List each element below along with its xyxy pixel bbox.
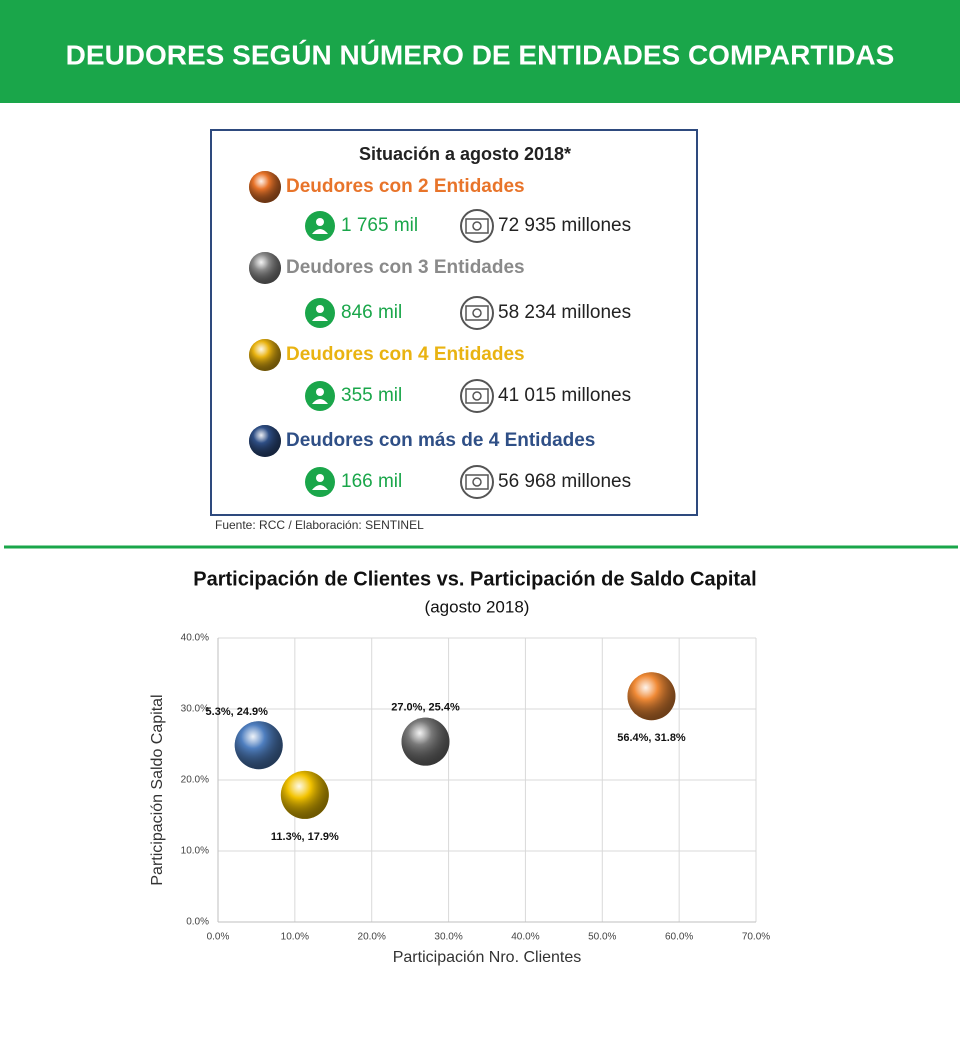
group-sphere [249,339,281,371]
y-tick-label: 30.0% [181,704,209,715]
x-tick-label: 70.0% [742,932,770,943]
client-icon-body [312,399,328,404]
group-label: Deudores con más de 4 Entidades [286,430,595,451]
group-label: Deudores con 2 Entidades [286,176,525,197]
x-tick-label: 30.0% [434,932,462,943]
group-label: Deudores con 4 Entidades [286,344,525,365]
money-icon-coin [472,477,482,487]
client-icon-body [312,316,328,321]
amount: 56 968 millones [498,471,631,492]
group-sphere [249,425,281,457]
chart-title: Participación de Clientes vs. Participac… [193,568,757,590]
point [280,770,329,819]
point [234,721,283,770]
y-tick-label: 20.0% [181,775,209,786]
point [401,717,450,766]
header-bar [0,0,960,103]
header-title: DEUDORES SEGÚN NÚMERO DE ENTIDADES COMPA… [66,39,895,70]
amount: 72 935 millones [498,215,631,236]
client-count: 355 mil [341,385,402,406]
data-label: 56.4%, 31.8% [617,732,686,744]
x-axis-label: Participación Nro. Clientes [393,949,582,966]
client-icon-head [316,474,324,482]
money-icon [460,296,494,330]
money-icon [460,379,494,413]
client-icon-head [316,305,324,313]
y-tick-label: 40.0% [181,633,209,644]
source: Fuente: RCC / Elaboración: SENTINEL [215,518,424,532]
point [627,672,676,721]
client-icon-head [316,218,324,226]
y-axis-label: Participación Saldo Capital [149,694,166,885]
money-icon-coin [472,221,482,231]
money-icon-bill [465,218,489,234]
money-icon-bill [465,388,489,404]
client-count: 846 mil [341,302,402,323]
group-label: Deudores con 3 Entidades [286,257,525,278]
y-tick-label: 0.0% [186,917,209,928]
y-tick-label: 10.0% [181,846,209,857]
x-tick-label: 10.0% [281,932,309,943]
money-icon [460,209,494,243]
x-tick-label: 40.0% [511,932,539,943]
x-tick-label: 0.0% [207,932,230,943]
money-icon [460,465,494,499]
client-icon-body [312,485,328,490]
client-count: 166 mil [341,471,402,492]
x-tick-label: 50.0% [588,932,616,943]
group-sphere [249,171,281,203]
money-icon-bill [465,305,489,321]
summary-box [210,129,698,516]
x-tick-label: 20.0% [358,932,386,943]
amount: 41 015 millones [498,385,631,406]
chart-subtitle: (agosto 2018) [425,597,530,616]
data-label: 11.3%, 17.9% [271,831,339,843]
amount: 58 234 millones [498,302,631,323]
client-icon-head [316,388,324,396]
client-count: 1 765 mil [341,215,418,236]
group-sphere [249,252,281,284]
x-tick-label: 60.0% [665,932,693,943]
data-label: 5.3%, 24.9% [206,706,269,718]
summary-title: Situación a agosto 2018* [359,144,571,164]
client-icon-body [312,229,328,234]
money-icon-bill [465,474,489,490]
money-icon-coin [472,308,482,318]
money-icon-coin [472,391,482,401]
data-label: 27.0%, 25.4% [391,702,460,714]
